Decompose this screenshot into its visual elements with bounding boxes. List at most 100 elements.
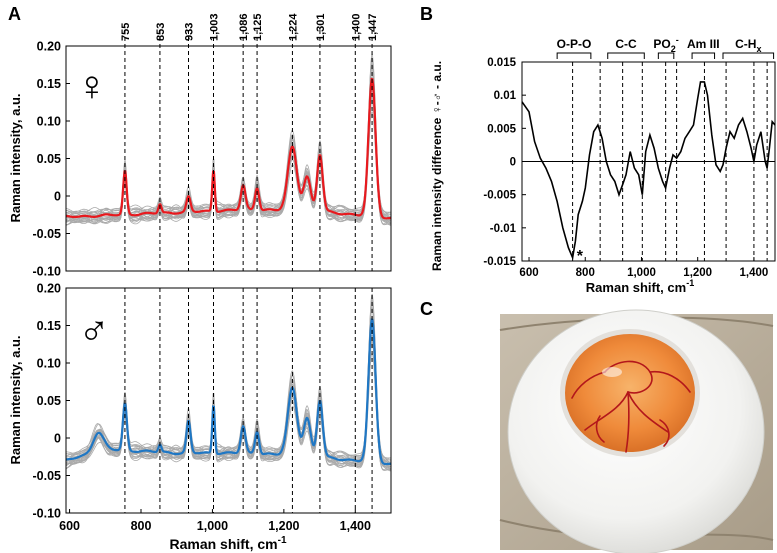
male-mean-spectrum: [66, 318, 391, 466]
peak-label-1125: 1,125: [252, 13, 264, 41]
group-bracket: [691, 52, 716, 59]
individual-spectrum: [66, 77, 391, 221]
a-x-axis-label: Raman shift, cm-1: [169, 535, 286, 552]
y-tick-label: 0.20: [37, 282, 61, 296]
y-tick-label: 0.10: [37, 115, 61, 129]
individual-spectrum: [66, 316, 391, 463]
individual-spectrum: [66, 60, 391, 222]
panel-c-egg-photo: [499, 309, 774, 553]
band-group-labels: O-P-O C-C PO2- Am III C-Hx: [556, 35, 775, 59]
female-peak-lines: [124, 30, 373, 271]
group-label-0: O-P-O: [557, 37, 592, 51]
significance-marker: *: [577, 248, 584, 265]
peak-label-1400: 1,400: [350, 13, 362, 41]
individual-spectrum: [66, 87, 391, 215]
group-label-text: O-P-O: [557, 37, 592, 51]
individual-spectrum: [66, 79, 391, 224]
female-y-ticks: 0.20 0.15 0.10 0.05 0 -0.05 -0.10: [33, 40, 70, 279]
female-mean-spectrum: [66, 77, 391, 220]
b-y-tick-label: -0.01: [490, 223, 517, 235]
peak-label-1003: 1,003: [209, 13, 221, 41]
female-symbol: ♀: [76, 62, 108, 109]
group-bracket: [722, 52, 775, 59]
individual-spectrum: [66, 99, 391, 223]
a-x-axis-label-sup: -1: [278, 535, 287, 546]
individual-spectrum: [66, 293, 391, 459]
y-tick-label: 0.20: [37, 40, 61, 54]
b-y-tick-label: 0.01: [494, 90, 517, 102]
b-x-tick-label: 800: [576, 267, 595, 279]
b-x-axis-label: Raman shift, cm-1: [586, 278, 694, 295]
peak-label-933: 933: [184, 23, 196, 41]
individual-spectrum: [66, 297, 391, 461]
individual-spectrum: [66, 58, 391, 220]
y-tick-label: 0.15: [37, 77, 61, 91]
group-label-4: C-Hx: [735, 37, 761, 54]
peak-label-1301: 1,301: [315, 13, 327, 41]
individual-spectrum: [66, 78, 391, 224]
group-label-text: C-C: [615, 37, 637, 51]
light-reflection: [602, 367, 622, 377]
group-label-sub: 2: [671, 44, 676, 54]
y-tick-label: -0.05: [33, 469, 62, 483]
individual-spectrum: [66, 300, 391, 468]
y-tick-label: 0.10: [37, 357, 61, 371]
panel-b-difference: O-P-O C-C PO2- Am III C-Hx * 0.0150.010.0050…: [430, 35, 776, 295]
individual-spectrum: [66, 328, 391, 461]
x-tick-label: 600: [59, 519, 80, 533]
peak-label-1086: 1,086: [238, 13, 250, 41]
b-x-tick-label: 600: [519, 267, 538, 279]
individual-spectrum: [66, 76, 391, 217]
y-tick-label: 0.05: [37, 394, 61, 408]
group-label-text: Am III: [687, 37, 720, 51]
individual-spectrum: [66, 303, 391, 465]
male-plot-frame: [65, 287, 392, 514]
individual-spectrum: [66, 298, 391, 466]
group-label-sup: -: [676, 35, 679, 45]
male-spectra-plot: 0.20 0.15 0.10 0.05 0 -0.05 -0.10 ♂ Raman inte…: [8, 282, 392, 521]
b-y-tick-label: 0: [510, 157, 516, 169]
b-y-tick-label: 0.005: [487, 123, 516, 135]
x-tick-label: 1,200: [268, 519, 299, 533]
y-tick-label: 0.05: [37, 152, 61, 166]
panel-letter-c: C: [420, 299, 433, 319]
individual-spectrum: [66, 66, 391, 223]
female-individual-spectra: [66, 54, 391, 226]
individual-spectrum: [66, 83, 391, 226]
individual-spectrum: [66, 57, 391, 215]
female-y-axis-label: Raman intensity, a.u.: [8, 93, 23, 222]
b-x-tick-label: 1,400: [740, 267, 769, 279]
b-y-tick-label: 0.015: [487, 57, 516, 69]
group-bracket: [607, 52, 645, 59]
group-bracket: [657, 52, 675, 59]
b-x-tick-label: 1,200: [683, 267, 712, 279]
b-y-tick-label: -0.015: [483, 256, 516, 268]
male-y-axis-label: Raman intensity, a.u.: [8, 335, 23, 464]
group-label-text: PO: [653, 37, 670, 51]
individual-spectrum: [66, 68, 391, 219]
b-y-ticks: 0.015 0.01 0.005 0 -0.005 -0.01 -0.015: [483, 57, 526, 268]
b-plot-frame: [521, 61, 776, 262]
y-tick-label: 0: [54, 190, 61, 204]
individual-spectrum: [66, 93, 391, 216]
b-x-ticks: 600 800 1,000 1,200 1,400: [519, 257, 768, 279]
y-tick-label: 0: [54, 432, 61, 446]
panel-letter-b: B: [420, 4, 433, 24]
individual-spectrum: [66, 97, 391, 220]
x-tick-label: 1,000: [197, 519, 228, 533]
b-x-tick-label: 1,000: [627, 267, 656, 279]
x-tick-label: 800: [131, 519, 152, 533]
individual-spectrum: [66, 330, 391, 467]
b-y-tick-label: -0.005: [483, 190, 516, 202]
individual-spectrum: [66, 96, 391, 222]
male-individual-spectra: [66, 293, 391, 472]
male-symbol: ♂: [78, 307, 110, 354]
female-plot-frame: [65, 45, 392, 272]
group-label-text: C-H: [735, 37, 756, 51]
b-y-axis-label: Raman intensity difference ♀-♂ - a.u.: [430, 61, 444, 271]
peak-label-853: 853: [155, 23, 167, 41]
group-label-3: Am III: [687, 37, 720, 51]
b-x-axis-label-main: Raman shift, cm: [586, 280, 686, 295]
y-tick-label: -0.10: [33, 507, 62, 521]
